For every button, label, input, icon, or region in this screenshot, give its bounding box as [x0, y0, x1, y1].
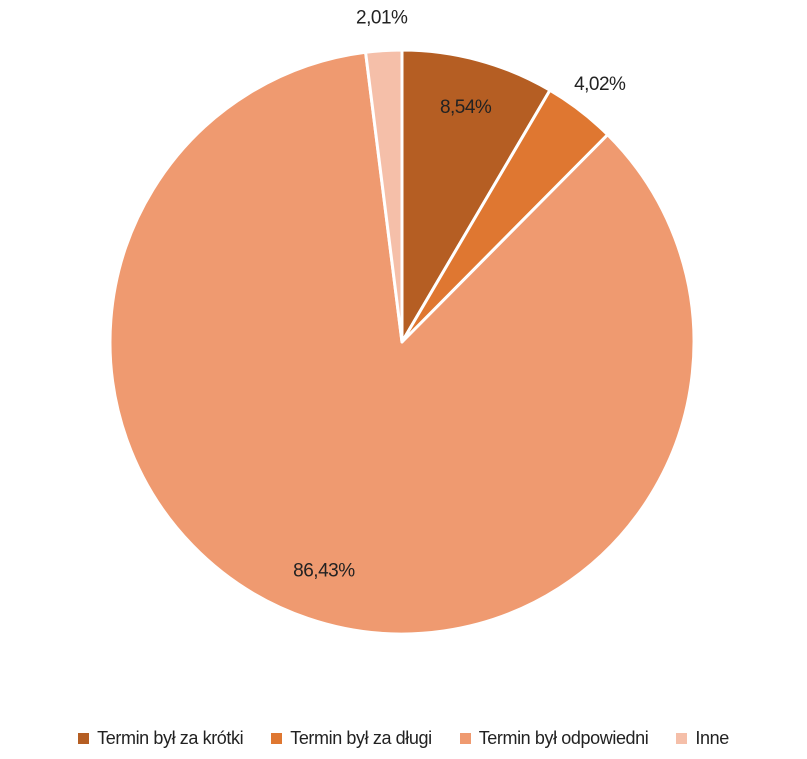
data-label: 8,54% — [440, 97, 492, 118]
legend-label: Termin był za krótki — [97, 728, 244, 748]
legend-item: Termin był odpowiedni — [459, 728, 649, 749]
data-label: 86,43% — [293, 560, 355, 581]
legend-label: Termin był odpowiedni — [478, 728, 649, 748]
data-label: 2,01% — [356, 8, 408, 29]
legend-swatch — [271, 733, 283, 744]
pie-slice — [400, 48, 552, 344]
legend-label: Termin był za długi — [290, 728, 432, 748]
data-label: 4,02% — [574, 74, 626, 95]
pie-slice — [364, 48, 404, 344]
legend-swatch — [459, 733, 471, 744]
legend-label: Inne — [695, 728, 729, 748]
legend: Termin był za krótki Termin był za długi T… — [0, 728, 807, 749]
legend-swatch — [78, 733, 90, 744]
legend-swatch — [676, 733, 688, 744]
chart: 8,54% 4,02% 86,43% 2,01% — [108, 8, 696, 636]
legend-item: Inne — [676, 728, 729, 749]
legend-item: Termin był za długi — [271, 728, 432, 749]
legend-item: Termin był za krótki — [78, 728, 244, 749]
